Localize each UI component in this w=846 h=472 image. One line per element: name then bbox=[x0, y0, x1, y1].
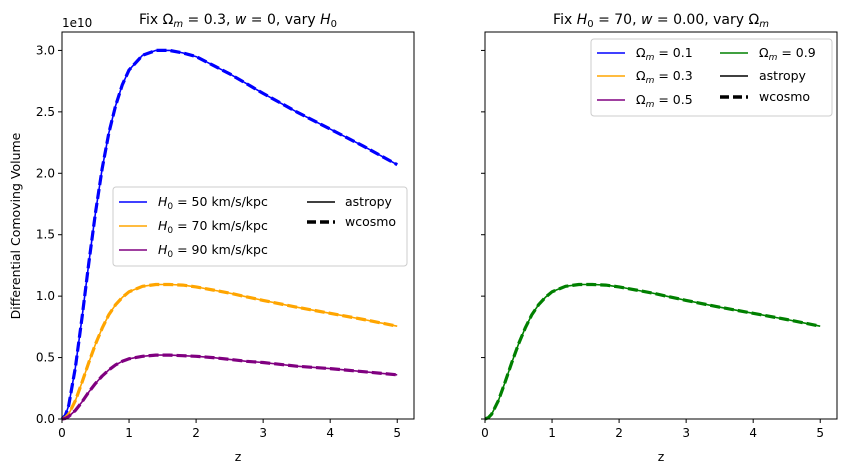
right-legend: Ωm = 0.1 Ωm = 0.3 Ωm = 0.5 Ωm = 0.9 astr… bbox=[590, 38, 833, 117]
legend-label-astropy: astropy bbox=[345, 194, 393, 209]
right-x-tick-label: 5 bbox=[816, 426, 824, 440]
left-y-tick-label: 2.0 bbox=[36, 166, 55, 180]
legend-label-wcosmo: wcosmo bbox=[345, 214, 396, 229]
left-x-tick-label: 4 bbox=[326, 426, 334, 440]
right-title: Fix H0 = 70, w = 0.00, vary Ωm bbox=[553, 12, 769, 30]
legend-label-om01: Ωm = 0.1 bbox=[636, 45, 693, 63]
left-x-tick-label: 5 bbox=[393, 426, 401, 440]
right-x-tick-label: 0 bbox=[481, 426, 489, 440]
legend-label-wcosmo-right: wcosmo bbox=[759, 89, 810, 104]
legend-label-h70: H0 = 70 km/s/kpc bbox=[158, 218, 268, 236]
left-axes-frame bbox=[61, 31, 415, 420]
left-y-tick-label: 0.0 bbox=[36, 412, 55, 426]
right-axes-frame bbox=[484, 31, 838, 420]
left-series-line-wcosmo-2 bbox=[61, 353, 398, 421]
left-x-tick-label: 2 bbox=[192, 426, 200, 440]
right-x-tick-label: 4 bbox=[749, 426, 757, 440]
right-x-ticks: 0 1 2 3 4 5 bbox=[481, 419, 824, 440]
left-y-tick-label: 0.5 bbox=[36, 351, 55, 365]
left-x-axis-label: z bbox=[235, 449, 242, 464]
right-series-line-wcosmo-0 bbox=[484, 282, 821, 421]
left-y-tick-label: 1.0 bbox=[36, 289, 55, 303]
left-x-tick-label: 1 bbox=[125, 426, 133, 440]
left-y-ticks: 0.0 0.5 1.0 1.5 2.0 2.5 3.0 bbox=[36, 43, 62, 426]
right-y-ticks bbox=[481, 49, 485, 420]
right-x-tick-label: 2 bbox=[615, 426, 623, 440]
left-title: Fix Ωm = 0.3, w = 0, vary H0 bbox=[139, 12, 337, 30]
right-x-tick-label: 1 bbox=[548, 426, 556, 440]
left-lines bbox=[60, 48, 398, 421]
left-panel: 0 1 2 3 4 5 0.0 0.5 1.0 1.5 2.0 2.5 3.0 1e10 Fix Ωm… bbox=[8, 12, 415, 464]
left-series-line-wcosmo-0 bbox=[60, 48, 398, 421]
right-lines bbox=[484, 282, 821, 421]
legend-label-om05: Ωm = 0.5 bbox=[636, 92, 693, 110]
legend-label-h50: H0 = 50 km/s/kpc bbox=[158, 194, 268, 212]
left-y-tick-label: 3.0 bbox=[36, 43, 55, 57]
right-x-tick-label: 3 bbox=[682, 426, 690, 440]
left-y-tick-label: 2.5 bbox=[36, 105, 55, 119]
left-legend-box bbox=[112, 186, 408, 267]
legend-label-h90: H0 = 90 km/s/kpc bbox=[158, 242, 268, 260]
legend-label-om09: Ωm = 0.9 bbox=[759, 45, 816, 63]
left-series-line-wcosmo-1 bbox=[61, 282, 398, 421]
legend-label-astropy-right: astropy bbox=[759, 68, 807, 83]
left-x-tick-label: 3 bbox=[259, 426, 267, 440]
right-legend-box bbox=[590, 38, 833, 117]
left-y-tick-label: 1.5 bbox=[36, 228, 55, 242]
left-legend: H0 = 50 km/s/kpc H0 = 70 km/s/kpc H0 = 9… bbox=[112, 186, 408, 267]
left-x-tick-label: 0 bbox=[58, 426, 66, 440]
left-y-offset-label: 1e10 bbox=[62, 16, 92, 30]
left-x-ticks: 0 1 2 3 4 5 bbox=[58, 419, 401, 440]
left-y-axis-label: Differential Comoving Volume bbox=[8, 132, 23, 319]
right-x-axis-label: z bbox=[658, 449, 665, 464]
legend-label-om03: Ωm = 0.3 bbox=[636, 68, 693, 86]
